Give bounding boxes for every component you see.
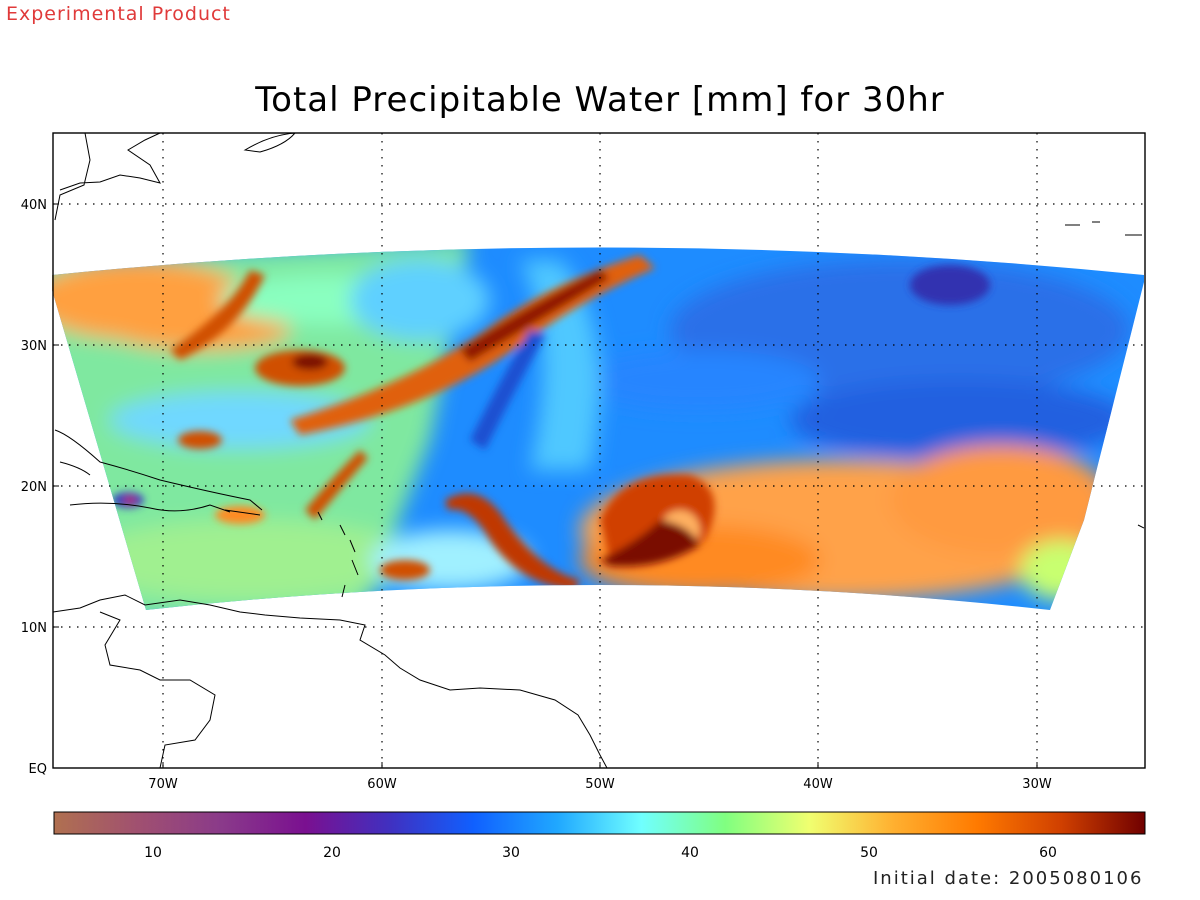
- plot-title: Total Precipitable Water [mm] for 30hr: [255, 80, 945, 120]
- colorbar: 10 20 30 40 50 60: [53, 811, 1146, 861]
- lon-label-30w: 30W: [1022, 777, 1052, 792]
- initial-date: Initial date: 2005080106: [873, 868, 1144, 889]
- lat-label-10n: 10N: [21, 621, 47, 636]
- lat-label-30n: 30N: [21, 339, 47, 354]
- lat-label-eq: EQ: [29, 762, 47, 777]
- lon-label-40w: 40W: [803, 777, 833, 792]
- axis-ticks: [53, 203, 1038, 769]
- lat-label-40n: 40N: [21, 198, 47, 213]
- latitude-labels: EQ 10N 20N 30N 40N: [21, 198, 47, 777]
- colorbar-label-50: 50: [860, 845, 878, 861]
- colorbar-label-10: 10: [144, 845, 162, 861]
- colorbar-labels: 10 20 30 40 50 60: [144, 845, 1057, 861]
- lon-label-50w: 50W: [585, 777, 615, 792]
- map-frame: [52, 132, 1146, 769]
- experimental-product-label: Experimental Product: [6, 3, 231, 25]
- graticule: [53, 133, 1145, 768]
- precipitable-water-field: [52, 247, 1144, 610]
- longitude-labels: 70W 60W 50W 40W 30W: [148, 777, 1052, 792]
- colorbar-label-30: 30: [502, 845, 520, 861]
- colorbar-label-40: 40: [681, 845, 699, 861]
- lon-label-70w: 70W: [148, 777, 178, 792]
- lat-label-20n: 20N: [21, 480, 47, 495]
- lon-label-60w: 60W: [367, 777, 397, 792]
- colorbar-label-60: 60: [1039, 845, 1057, 861]
- colorbar-bar: [53, 811, 1146, 835]
- colorbar-label-20: 20: [323, 845, 341, 861]
